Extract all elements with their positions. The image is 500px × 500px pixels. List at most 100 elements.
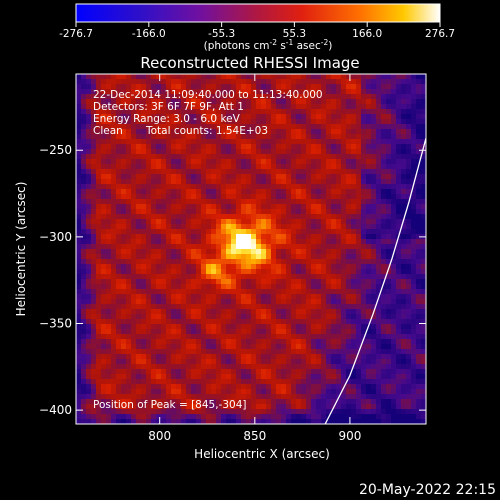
heatmap-cell [191,119,197,125]
heatmap-cell [231,244,237,250]
heatmap-cell [271,409,277,415]
heatmap-cell [156,164,162,170]
heatmap-cell [276,259,282,265]
heatmap-cell [381,174,387,180]
heatmap-cell [171,284,177,290]
heatmap-cell [281,214,287,220]
heatmap-cell [116,144,122,150]
heatmap-cell [201,284,207,290]
heatmap-cell [151,159,157,165]
heatmap-cell [116,294,122,300]
heatmap-cell [386,209,392,215]
heatmap-cell [306,274,312,280]
heatmap-cell [196,409,202,415]
heatmap-cell [391,324,397,330]
heatmap-cell [81,274,87,280]
heatmap-cell [371,104,377,110]
heatmap-cell [251,339,257,345]
heatmap-cell [201,249,207,255]
heatmap-cell [116,94,122,100]
heatmap-cell [191,369,197,375]
heatmap-cell [256,99,262,105]
heatmap-cell [421,109,426,115]
y-tick-label: −300 [39,230,72,244]
heatmap-cell [281,149,287,155]
heatmap-cell [236,349,242,355]
heatmap-cell [96,264,102,270]
heatmap-cell [366,129,372,135]
heatmap-cell [401,129,407,135]
heatmap-cell [316,269,322,275]
heatmap-cell [251,334,257,340]
heatmap-cell [166,284,172,290]
heatmap-cell [256,419,262,424]
heatmap-cell [106,94,112,100]
heatmap-cell [326,314,332,320]
heatmap-cell [311,284,317,290]
heatmap-cell [116,139,122,145]
heatmap-cell [241,394,247,400]
heatmap-cell [346,309,352,315]
heatmap-cell [416,339,422,345]
heatmap-cell [96,99,102,105]
heatmap-cell [356,244,362,250]
heatmap-cell [341,169,347,175]
heatmap-cell [301,394,307,400]
solar-limb-line [324,137,426,424]
heatmap-cell [391,129,397,135]
heatmap-cell [401,359,407,365]
heatmap-cell [111,324,117,330]
heatmap-cell [141,79,147,85]
heatmap-cell [206,374,212,380]
heatmap-cell [196,414,202,420]
heatmap-cell [141,269,147,275]
heatmap-cell [301,404,307,410]
heatmap-cell [81,74,87,80]
heatmap-cell [246,329,252,335]
heatmap-cell [121,254,127,260]
heatmap-cell [276,344,282,350]
heatmap-cell [376,79,382,85]
heatmap-cell [206,184,212,190]
heatmap-cell [171,84,177,90]
heatmap-cell [91,344,97,350]
heatmap-cell [376,134,382,140]
heatmap-cell [291,249,297,255]
heatmap-cell [361,194,367,200]
heatmap-cell [301,329,307,335]
heatmap-cell [311,99,317,105]
heatmap-cell [256,114,262,120]
heatmap-cell [131,319,137,325]
heatmap-cell [261,279,267,285]
heatmap-cell [171,379,177,385]
heatmap-cell [81,284,87,290]
heatmap-cell [226,174,232,180]
heatmap-cell [176,144,182,150]
heatmap-cell [296,164,302,170]
heatmap-cell [211,209,217,215]
heatmap-cell [391,109,397,115]
heatmap-cell [206,179,212,185]
heatmap-cell [176,124,182,130]
heatmap-cell [211,234,217,240]
heatmap-cell [401,164,407,170]
heatmap-cell [271,244,277,250]
heatmap-cell [111,239,117,245]
heatmap-cell [331,274,337,280]
heatmap-cell [276,139,282,145]
heatmap-cell [156,414,162,420]
heatmap-cell [261,134,267,140]
heatmap-cell [241,409,247,415]
heatmap-cell [311,289,317,295]
heatmap-cell [116,374,122,380]
heatmap-cell [416,99,422,105]
heatmap-cell [316,384,322,390]
heatmap-cell [356,104,362,110]
heatmap-cell [351,359,357,365]
heatmap-cell [326,284,332,290]
heatmap-cell [416,209,422,215]
heatmap-cell [236,294,242,300]
heatmap-cell [406,169,412,175]
heatmap-cell [236,379,242,385]
heatmap-cell [76,414,82,420]
